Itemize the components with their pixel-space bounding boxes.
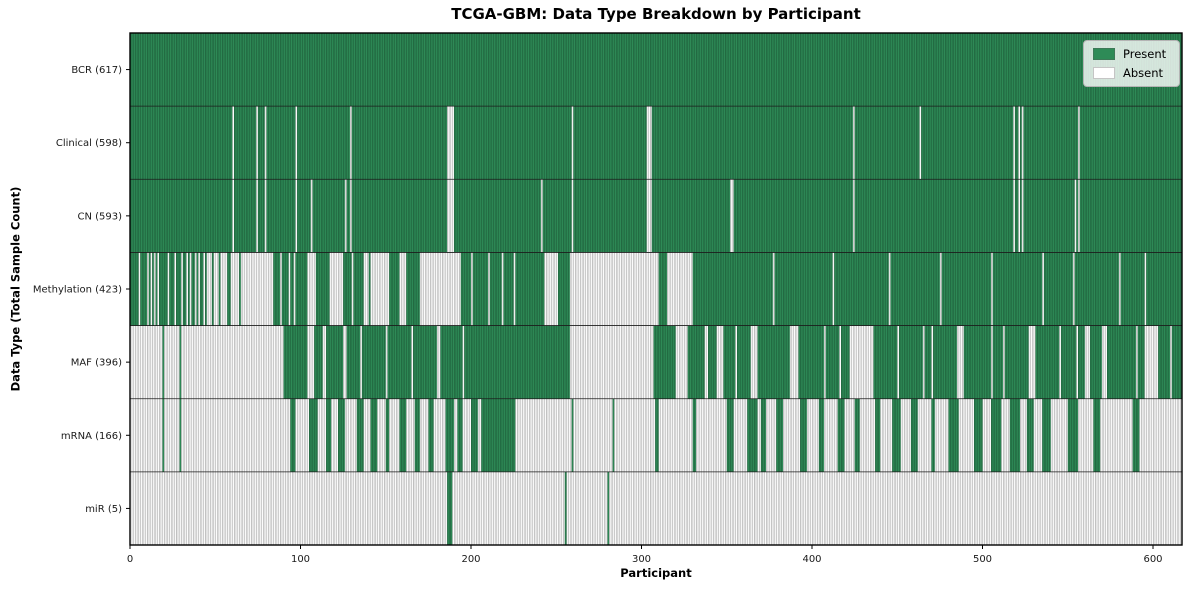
x-tick-label: 300 — [632, 554, 651, 565]
legend: Present Absent — [1083, 40, 1180, 87]
absent-swatch-icon — [1093, 67, 1115, 79]
heatmap-row-cn — [130, 179, 1182, 253]
chart-title: TCGA-GBM: Data Type Breakdown by Partici… — [451, 5, 861, 23]
legend-label-present: Present — [1123, 47, 1167, 61]
x-tick-label: 600 — [1143, 554, 1162, 565]
y-tick-label: BCR (617) — [71, 65, 122, 76]
heatmap-row-bcr — [130, 33, 1182, 107]
legend-label-absent: Absent — [1123, 66, 1164, 80]
x-tick-label: 0 — [127, 554, 133, 565]
heatmap-row-maf — [130, 325, 1182, 399]
heatmap-row-clinical — [130, 106, 1182, 180]
heatmap-row-mrna — [130, 398, 1182, 472]
x-tick-label: 500 — [973, 554, 992, 565]
heatmap-row-methylation — [130, 252, 1182, 326]
y-tick-label: Clinical (598) — [56, 138, 122, 149]
x-tick-label: 100 — [291, 554, 310, 565]
present-swatch-icon — [1093, 48, 1115, 60]
legend-item-present: Present — [1093, 47, 1170, 61]
x-tick-label: 400 — [802, 554, 821, 565]
heatmap-row-mir — [130, 471, 1182, 545]
y-tick-label: CN (593) — [77, 211, 122, 222]
y-tick-label: Methylation (423) — [33, 285, 122, 296]
y-tick-label: miR (5) — [85, 504, 122, 515]
y-tick-label: MAF (396) — [71, 358, 122, 369]
y-tick-label: mRNA (166) — [61, 431, 122, 442]
x-tick-label: 200 — [461, 554, 480, 565]
y-axis-label: Data Type (Total Sample Count) — [8, 186, 23, 392]
x-axis-label: Participant — [620, 566, 692, 580]
legend-item-absent: Absent — [1093, 66, 1170, 80]
